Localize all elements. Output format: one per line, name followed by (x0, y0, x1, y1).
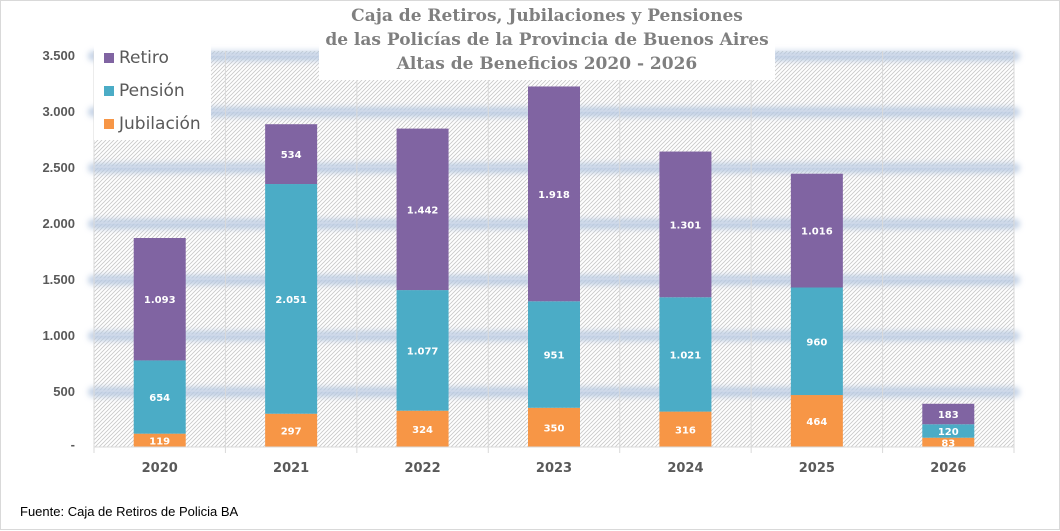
legend-label-pension: Pensión (119, 81, 185, 101)
legend-swatch-retiro (104, 53, 114, 63)
data-label: 324 (412, 425, 433, 436)
data-label: 654 (149, 393, 170, 404)
bar-retiro-2024 (659, 151, 712, 298)
bar-retiro-2020 (133, 238, 186, 361)
y-tick-label: 2.000 (42, 216, 75, 231)
data-label: 951 (544, 351, 565, 362)
bar-retiro-2023 (528, 86, 580, 302)
data-label: 1.301 (670, 220, 702, 231)
data-label: 1.021 (670, 350, 702, 361)
bar-jubilacin-2023 (528, 407, 580, 447)
bar-pensin-2020 (133, 360, 186, 434)
data-label: 120 (938, 427, 959, 438)
chart-title-line-3: Altas de Beneficios 2020 - 2026 (396, 54, 698, 74)
bar-retiro-2022 (396, 128, 449, 291)
chart-title: Caja de Retiros, Jubilaciones y Pensione… (319, 4, 775, 80)
bar-jubilacin-2025 (790, 395, 843, 447)
bar-retiro-2026 (922, 403, 975, 425)
bar-pensin-2026 (922, 424, 975, 438)
data-label: 316 (675, 425, 696, 436)
data-label: 2.051 (275, 295, 307, 306)
legend-label-retiro: Retiro (119, 48, 169, 68)
y-tick-label: 1.000 (42, 328, 75, 343)
bar-jubilacin-2022 (396, 410, 449, 447)
bar-pensin-2025 (790, 287, 843, 396)
data-label: 1.077 (407, 346, 439, 357)
data-label: 464 (806, 417, 827, 428)
data-label: 960 (806, 337, 827, 348)
legend-item-retiro: Retiro (104, 47, 169, 69)
x-tick-label: 2023 (536, 461, 572, 476)
data-label: 183 (938, 410, 959, 421)
data-label: 1.016 (801, 227, 833, 238)
bar-jubilacin-2021 (265, 413, 318, 447)
source-note: Fuente: Caja de Retiros de Policia BA (20, 504, 239, 519)
y-tick-label: 500 (53, 384, 75, 399)
data-label: 119 (149, 436, 170, 447)
data-label: 83 (941, 438, 955, 449)
x-axis-labels: 2020 2021 2022 2023 2024 2025 2026 (142, 461, 967, 476)
data-label: 297 (281, 426, 302, 437)
y-tick-label: 3.000 (42, 104, 75, 119)
x-tick-label: 2024 (667, 461, 703, 476)
data-label: 1.918 (538, 190, 570, 201)
data-label: 534 (281, 150, 302, 161)
bar-retiro-2021 (265, 124, 318, 185)
chart-title-line-1: Caja de Retiros, Jubilaciones y Pensione… (351, 6, 743, 26)
data-label: 1.442 (407, 205, 439, 216)
legend: Retiro Pensión Jubilación (94, 44, 211, 140)
bar-pensin-2024 (659, 297, 712, 412)
bar-jubilacin-2024 (659, 411, 712, 447)
bar-jubilacin-2026 (922, 437, 975, 447)
bar-pensin-2022 (396, 290, 449, 411)
y-tick-label: - (71, 437, 75, 452)
x-tick-label: 2026 (930, 461, 966, 476)
bar-retiro-2025 (790, 173, 843, 288)
data-label: 1.093 (144, 295, 176, 306)
legend-swatch-jubilacion (104, 119, 114, 129)
data-label: 350 (544, 423, 565, 434)
legend-label-jubilacion: Jubilación (119, 114, 201, 134)
x-tick-label: 2020 (142, 461, 178, 476)
bars: 119 654 1.093 297 2.051 534 324 1.077 1.442 350 95… (133, 86, 975, 449)
legend-item-pension: Pensión (104, 80, 185, 102)
y-axis-labels: - 500 1.000 1.500 2.000 2.500 3.000 3.500 (42, 48, 75, 452)
y-tick-label: 1.500 (42, 272, 75, 287)
chart-title-line-2: de las Policías de la Provincia de Bueno… (325, 30, 769, 50)
x-tick-label: 2025 (799, 461, 835, 476)
legend-swatch-pension (104, 86, 114, 96)
x-tick-label: 2021 (273, 461, 309, 476)
legend-item-jubilacion: Jubilación (104, 113, 201, 135)
bar-jubilacin-2020 (133, 433, 186, 447)
bar-pensin-2023 (528, 301, 580, 408)
x-tick-label: 2022 (404, 461, 440, 476)
bar-pensin-2021 (265, 184, 318, 414)
y-tick-label: 2.500 (42, 160, 75, 175)
y-tick-label: 3.500 (42, 48, 75, 63)
